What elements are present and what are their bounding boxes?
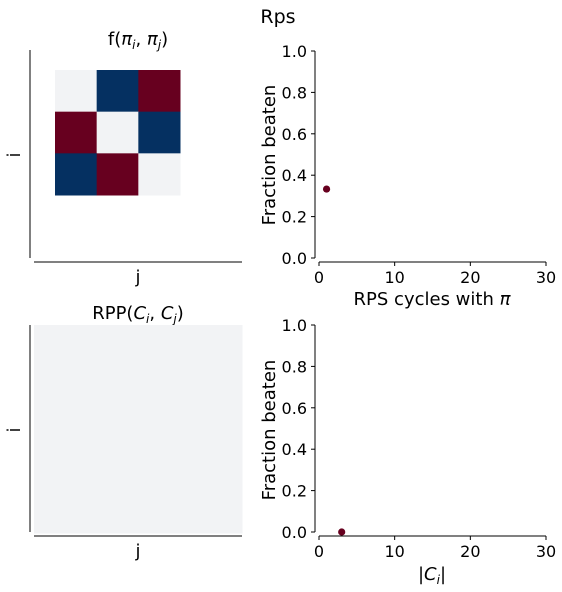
x-tick-label: 0 — [314, 542, 324, 561]
y-tick-label: 0.2 — [282, 208, 307, 227]
y-tick-label: 0.6 — [282, 125, 307, 144]
title-part: , — [149, 303, 160, 324]
title-part: j — [171, 312, 177, 326]
title-part: f( — [108, 29, 121, 50]
title-part: , — [135, 29, 146, 50]
x-axis-label: j — [134, 267, 140, 288]
y-tick-label: 0.0 — [282, 249, 307, 268]
scatter-points — [338, 528, 346, 536]
x-tick-label: 30 — [536, 542, 556, 561]
figure-title: Rps — [260, 6, 295, 28]
scatter-axes: 0.0 0.2 0.4 0.6 0.8 1.0 0 10 20 30 — [282, 42, 557, 287]
xlabel-part: RPS cycles with — [354, 289, 500, 310]
heatmap-cells — [34, 325, 243, 534]
heatmap-cell — [55, 70, 98, 113]
title-part: ) — [177, 303, 184, 324]
heatmap-title: f(πi, πj) — [108, 29, 168, 52]
xlabel-part: π — [500, 289, 512, 310]
heatmap-cell — [55, 153, 98, 196]
x-axis-label: |Ci| — [418, 564, 446, 587]
x-tick-label: 30 — [536, 268, 556, 287]
y-axis-label: i — [4, 427, 25, 432]
heatmap-cell — [55, 111, 98, 154]
xlabel-part: | — [418, 564, 424, 585]
x-axis-label: j — [134, 541, 140, 562]
y-axis-label: i — [4, 152, 25, 157]
heatmap-cells — [55, 70, 181, 196]
y-axis-label: Fraction beaten — [259, 360, 280, 501]
title-part: π — [147, 29, 159, 50]
scatter-point — [338, 528, 346, 536]
x-axis-label: RPS cycles with π — [354, 289, 512, 310]
x-tick-label: 0 — [314, 268, 324, 287]
y-tick-label: 0.8 — [282, 83, 307, 102]
xlabel-part: | — [440, 564, 446, 585]
heatmap-cell — [138, 70, 181, 113]
x-tick-label: 20 — [460, 268, 480, 287]
heatmap-cycle-rpp: RPP(Ci, Cj) j i — [4, 303, 243, 562]
x-tick-label: 10 — [384, 268, 404, 287]
title-part: j — [156, 38, 162, 52]
heatmap-cell — [96, 111, 139, 154]
heatmap-cell — [138, 111, 181, 154]
title-part: C — [161, 303, 174, 324]
y-tick-label: 0.0 — [282, 523, 307, 542]
heatmap-cell — [34, 325, 243, 534]
y-tick-label: 0.2 — [282, 482, 307, 501]
y-tick-label: 0.8 — [282, 357, 307, 376]
x-tick-label: 10 — [384, 542, 404, 561]
title-part: RPP( — [92, 303, 133, 324]
y-tick-label: 1.0 — [282, 316, 307, 335]
scatter-rps-cycles: 0.0 0.2 0.4 0.6 0.8 1.0 0 10 20 30 RPS cycles wit… — [259, 42, 556, 310]
title-part: i — [146, 312, 150, 326]
y-tick-label: 1.0 — [282, 42, 307, 61]
heatmap-policy-payoff: f(πi, πj) j i — [4, 29, 242, 288]
title-part: ) — [161, 29, 168, 50]
y-axis-label: Fraction beaten — [259, 85, 280, 226]
y-tick-label: 0.4 — [282, 166, 307, 185]
scatter-cycle-size: 0.00.20.40.60.81.00 10 20 30 |Ci| Fraction … — [259, 316, 556, 587]
heatmap-cell — [96, 70, 139, 113]
scatter-axes: 0.0 0.2 0.4 0.6 0.8 1.0 0 10 20 30 — [282, 316, 557, 561]
xlabel-part: i — [437, 573, 441, 587]
heatmap-cell — [138, 153, 181, 196]
title-part: C — [133, 303, 146, 324]
y-tick-label: 0.4 — [282, 440, 307, 459]
title-part: π — [121, 29, 133, 50]
title-part: i — [132, 38, 136, 52]
heatmap-cell — [96, 153, 139, 196]
y-tick-label: 0.6 — [282, 399, 307, 418]
scatter-point — [322, 185, 331, 193]
xlabel-part: C — [424, 564, 437, 585]
scatter-points — [322, 185, 331, 193]
heatmap-title: RPP(Ci, Cj) — [92, 303, 184, 326]
x-tick-label: 20 — [460, 542, 480, 561]
